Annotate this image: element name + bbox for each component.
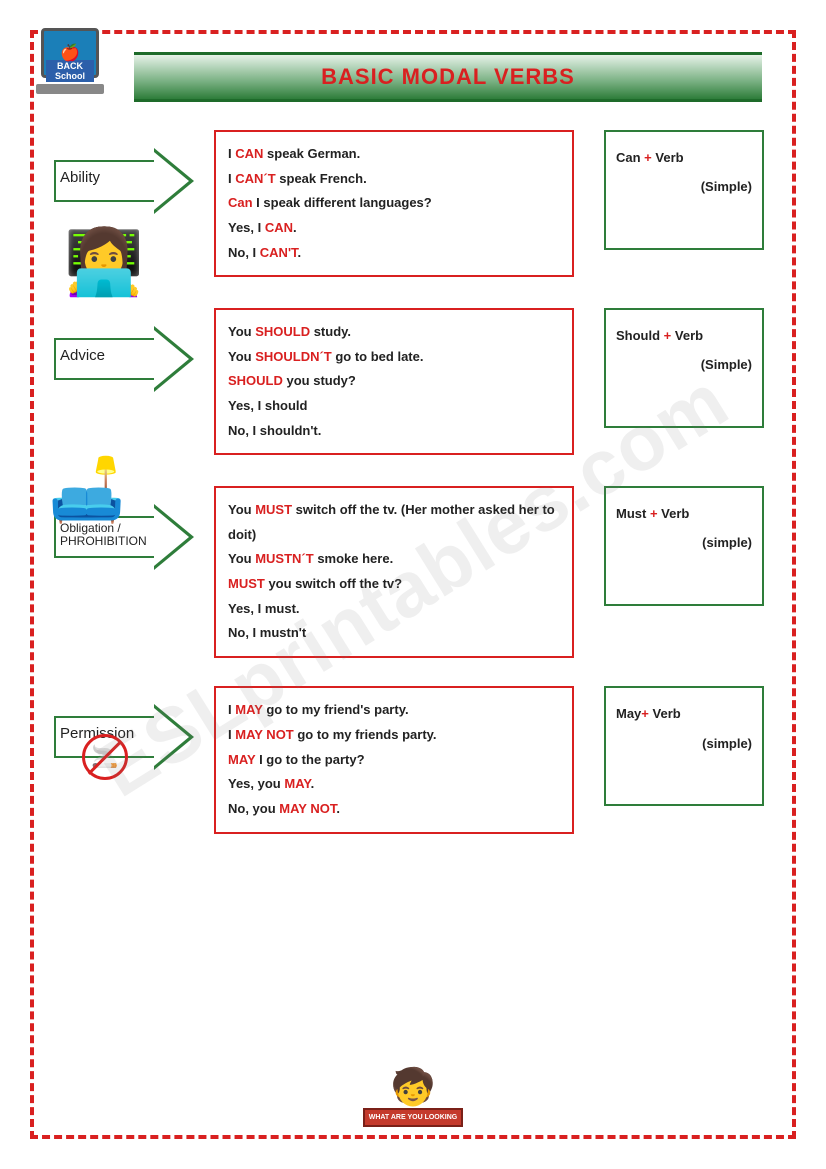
footer-kid-icon: 🧒 WHAT ARE YOU LOOKING <box>348 1066 478 1127</box>
modal-row-0: Ability I CAN speak German.I CAN´T speak … <box>54 130 772 280</box>
example-line: You SHOULDN´T go to bed late. <box>228 345 560 370</box>
footer-sign-text: WHAT ARE YOU LOOKING <box>363 1108 463 1127</box>
examples-box: I CAN speak German.I CAN´T speak French.… <box>214 130 574 277</box>
category-label: Ability <box>60 170 156 187</box>
examples-box: I MAY go to my friend's party.I MAY NOT … <box>214 686 574 833</box>
category-arrow: Ability <box>54 152 204 210</box>
examples-box: You MUST switch off the tv. (Her mother … <box>214 486 574 658</box>
examples-box: You SHOULD study.You SHOULDN´T go to bed… <box>214 308 574 455</box>
example-line: I CAN speak German. <box>228 142 560 167</box>
modal-row-2: Obligation / PHROHIBITION You MUST switc… <box>54 486 772 658</box>
example-line: I MAY NOT go to my friends party. <box>228 723 560 748</box>
example-line: No, you MAY NOT. <box>228 797 560 822</box>
example-line: I MAY go to my friend's party. <box>228 698 560 723</box>
category-arrow: Advice <box>54 330 204 388</box>
formula-box: Must + Verb(simple) <box>604 486 764 606</box>
example-line: MUST you switch off the tv? <box>228 572 560 597</box>
example-line: No, I CAN'T. <box>228 241 560 266</box>
formula-box: Can + Verb(Simple) <box>604 130 764 250</box>
category-label: Obligation / PHROHIBITION <box>60 522 156 548</box>
formula-box: May+ Verb(simple) <box>604 686 764 806</box>
example-line: No, I shouldn't. <box>228 419 560 444</box>
example-line: Yes, you MAY. <box>228 772 560 797</box>
formula-box: Should + Verb(Simple) <box>604 308 764 428</box>
example-line: Can I speak different languages? <box>228 191 560 216</box>
modal-row-3: PermissionI MAY go to my friend's party.… <box>54 686 772 836</box>
person-on-couch-icon: 🛋️ <box>48 460 125 522</box>
example-line: You MUSTN´T smoke here. <box>228 547 560 572</box>
modal-row-1: Advice You SHOULD study.You SHOULDN´T go … <box>54 308 772 458</box>
example-line: Yes, I CAN. <box>228 216 560 241</box>
example-line: SHOULD you study? <box>228 369 560 394</box>
example-line: I CAN´T speak French. <box>228 167 560 192</box>
study-girl-icon: 👩‍💻 <box>64 230 144 294</box>
category-label: Advice <box>60 348 156 365</box>
page-title: BASIC MODAL VERBS <box>134 52 762 102</box>
example-line: No, I mustn't <box>228 621 560 646</box>
example-line: You SHOULD study. <box>228 320 560 345</box>
example-line: Yes, I must. <box>228 597 560 622</box>
back-to-school-icon: 🍎 BACK School <box>34 28 106 110</box>
example-line: MAY I go to the party? <box>228 748 560 773</box>
worksheet-page: ESLprintables.com 🍎 BACK School BASIC MO… <box>30 30 796 1139</box>
category-arrow: Permission <box>54 708 204 766</box>
no-smoking-icon: 🚬 <box>82 734 128 780</box>
example-line: You MUST switch off the tv. (Her mother … <box>228 498 560 547</box>
laptop-label: BACK School <box>46 60 94 82</box>
example-line: Yes, I should <box>228 394 560 419</box>
